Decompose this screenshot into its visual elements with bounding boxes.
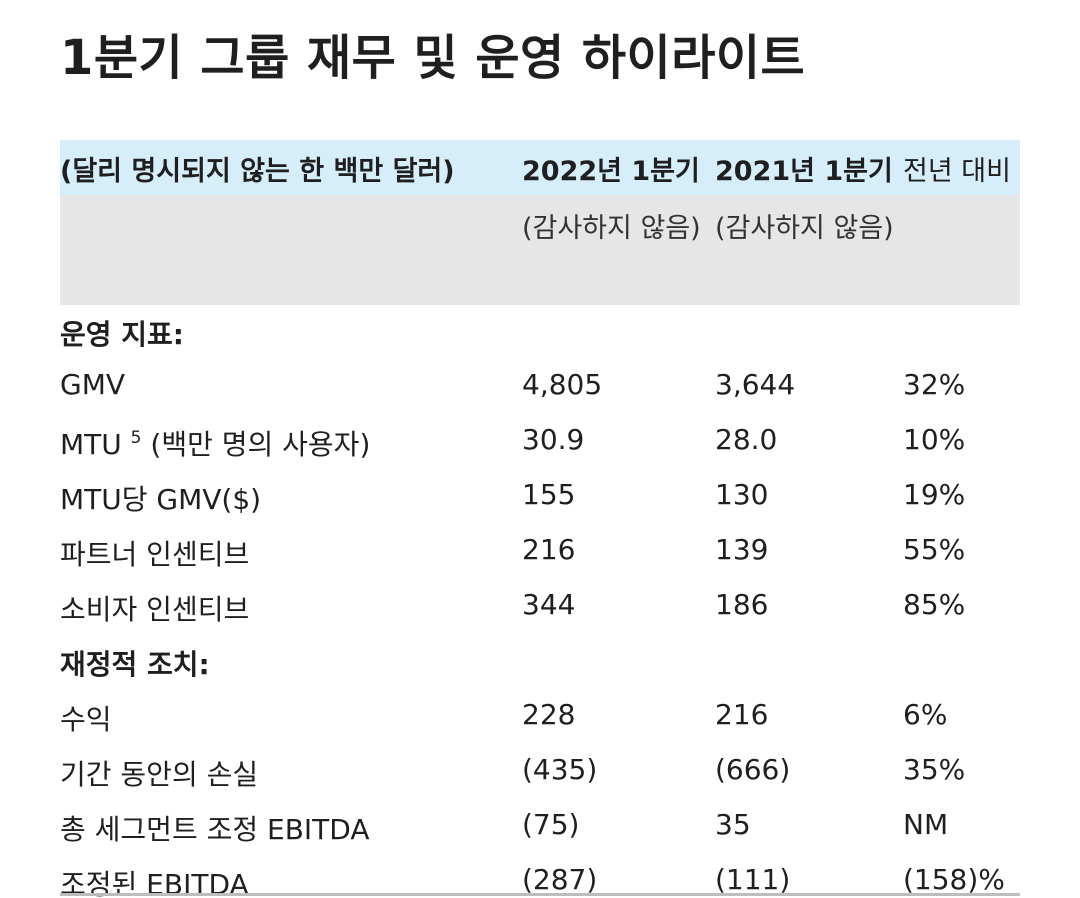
cell-q1-2022: 155 <box>522 478 576 511</box>
cell-q1-2021: 216 <box>715 698 769 731</box>
cell-q1-2022: 216 <box>522 533 576 566</box>
row-label: MTU 5 (백만 명의 사용자) <box>60 423 370 463</box>
cell-yoy: NM <box>903 808 949 841</box>
row-label: 소비자 인센티브 <box>60 593 250 626</box>
cell-q1-2022: (75) <box>522 808 580 841</box>
section-label: 재정적 조치: <box>60 648 210 681</box>
table-header-row: (달리 명시되지 않는 한 백만 달러) 2022년 1분기 2021년 1분기… <box>60 140 1020 195</box>
cell-q1-2022: (287) <box>522 863 598 896</box>
cell-yoy: (158)% <box>903 863 1005 896</box>
header-q1-2021: 2021년 1분기 <box>715 156 893 187</box>
cell-q1-2022: 228 <box>522 698 576 731</box>
unaudited-note-2022: (감사하지 않음) <box>522 213 701 244</box>
row-label-rest: (백만 명의 사용자) <box>141 428 371 461</box>
row-label: 기간 동안의 손실 <box>60 758 259 791</box>
header-q1-2022: 2022년 1분기 <box>522 156 700 187</box>
cell-yoy: 6% <box>903 698 948 731</box>
cell-q1-2022: 30.9 <box>522 423 585 456</box>
cell-yoy: 85% <box>903 588 966 621</box>
table-row: 기간 동안의 손실 (435) (666) 35% <box>60 745 1020 800</box>
table-row: 파트너 인센티브 216 139 55% <box>60 525 1020 580</box>
cell-q1-2021: 186 <box>715 588 769 621</box>
cell-yoy: 32% <box>903 368 966 401</box>
table-subheader-row: (감사하지 않음) (감사하지 않음) <box>60 195 1020 305</box>
section-label: 운영 지표: <box>60 318 184 351</box>
cell-q1-2021: 139 <box>715 533 769 566</box>
section-heading-operating: 운영 지표: <box>60 305 1020 360</box>
footnote-marker: 5 <box>130 428 142 448</box>
cell-yoy: 19% <box>903 478 966 511</box>
cell-q1-2021: 28.0 <box>715 423 778 456</box>
table-row: MTU 5 (백만 명의 사용자) 30.9 28.0 10% <box>60 415 1020 470</box>
cell-q1-2021: (666) <box>715 753 791 786</box>
row-label: 총 세그먼트 조정 EBITDA <box>60 813 370 846</box>
cell-q1-2021: 35 <box>715 808 751 841</box>
row-label: 파트너 인센티브 <box>60 538 250 571</box>
cell-q1-2021: 3,644 <box>715 368 796 401</box>
cell-yoy: 35% <box>903 753 966 786</box>
table-bottom-divider <box>60 893 1020 896</box>
row-label: GMV <box>60 368 126 401</box>
cell-q1-2022: 344 <box>522 588 576 621</box>
table-row: MTU당 GMV($) 155 130 19% <box>60 470 1020 525</box>
cell-q1-2021: (111) <box>715 863 791 896</box>
cell-q1-2021: 130 <box>715 478 769 511</box>
cell-yoy: 10% <box>903 423 966 456</box>
table-row: 수익 228 216 6% <box>60 690 1020 745</box>
row-label: MTU당 GMV($) <box>60 483 262 516</box>
section-heading-financial: 재정적 조치: <box>60 635 1020 690</box>
table-row: GMV 4,805 3,644 32% <box>60 360 1020 415</box>
row-label-main: MTU <box>60 428 122 461</box>
header-units: (달리 명시되지 않는 한 백만 달러) <box>60 156 455 187</box>
cell-q1-2022: (435) <box>522 753 598 786</box>
page-title: 1분기 그룹 재무 및 운영 하이라이트 <box>60 30 806 86</box>
table-row: 소비자 인센티브 344 186 85% <box>60 580 1020 635</box>
cell-q1-2022: 4,805 <box>522 368 603 401</box>
financial-highlights-table: (달리 명시되지 않는 한 백만 달러) 2022년 1분기 2021년 1분기… <box>60 140 1020 898</box>
cell-yoy: 55% <box>903 533 966 566</box>
row-label: 수익 <box>60 703 112 736</box>
table-row: 조정된 EBITDA (287) (111) (158)% <box>60 855 1020 898</box>
unaudited-note-2021: (감사하지 않음) <box>715 213 894 244</box>
header-yoy: 전년 대비 <box>903 156 1011 187</box>
table-row: 총 세그먼트 조정 EBITDA (75) 35 NM <box>60 800 1020 855</box>
